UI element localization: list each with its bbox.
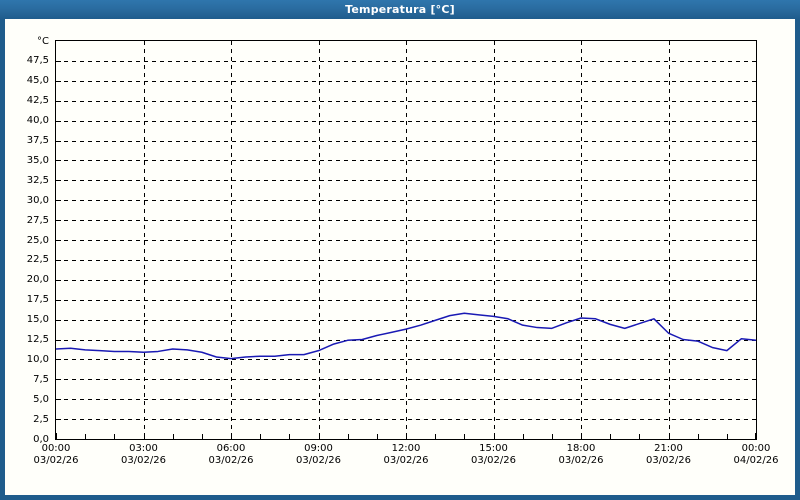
x-axis-tick-label: 00:00 04/02/26 (716, 443, 795, 467)
temperature-line-chart (56, 41, 756, 439)
y-axis-tick-label: 15,0 (26, 314, 49, 326)
y-axis-unit-label: °C (37, 36, 49, 47)
plot-area (55, 40, 757, 440)
y-axis-tick-label: 37,5 (26, 135, 49, 146)
y-axis-tick-label: 32,5 (26, 174, 49, 186)
temperature-series-line (56, 312, 756, 360)
y-axis-tick-label: 20,0 (26, 274, 49, 286)
x-axis-tick-label: 18:00 03/02/26 (541, 443, 621, 467)
y-axis-tick-label: 7,5 (33, 373, 49, 385)
x-tick-time: 18:00 (566, 443, 596, 454)
y-axis-tick-label: 42,5 (26, 95, 49, 107)
x-tick-date: 03/02/26 (646, 455, 691, 466)
x-tick-date: 03/02/26 (558, 455, 604, 466)
y-axis-tick-label: 25,0 (26, 234, 49, 246)
y-axis-tick-label: 35,0 (26, 154, 49, 166)
x-axis-tick-label: 00:00 03/02/26 (16, 443, 96, 467)
y-axis-tick-label: 30,0 (26, 194, 49, 206)
x-tick-time: 21:00 (654, 443, 683, 454)
x-axis-minor-ticks (56, 433, 756, 439)
x-tick-time: 06:00 (216, 443, 246, 454)
x-axis-tick-label: 12:00 03/02/26 (366, 443, 446, 467)
x-tick-date: 04/02/26 (733, 455, 779, 466)
x-tick-date: 03/02/26 (383, 455, 429, 466)
window-title-bar: Temperatura [°C] (0, 0, 800, 19)
y-axis-tick-label: 2,5 (33, 413, 49, 425)
x-tick-time: 09:00 (304, 443, 333, 454)
window-frame: °C 47,5 45,0 42,5 40,0 37,5 35,0 32,5 30,0 27,5 2… (0, 19, 800, 500)
vertical-gridlines (144, 41, 670, 439)
x-tick-time: 00:00 (741, 443, 771, 454)
y-axis-ticks (56, 61, 61, 420)
y-axis-tick-label: 12,5 (26, 334, 49, 345)
y-axis-tick-label: 10,0 (26, 353, 49, 365)
x-tick-date: 03/02/26 (296, 455, 341, 466)
y-axis-tick-label: 17,5 (26, 294, 49, 306)
window-title: Temperatura [°C] (345, 3, 455, 16)
x-tick-date: 03/02/26 (33, 455, 79, 466)
x-tick-date: 03/02/26 (121, 455, 166, 466)
x-axis-tick-label: 21:00 03/02/26 (629, 443, 709, 467)
x-tick-date: 03/02/26 (208, 455, 254, 466)
x-tick-time: 15:00 (479, 443, 508, 454)
y-axis-tick-label: 45,0 (26, 75, 49, 87)
x-axis-tick-label: 03:00 03/02/26 (104, 443, 184, 467)
y-axis-tick-label: 40,0 (26, 115, 49, 127)
y-axis-tick-label: 0,0 (33, 433, 49, 445)
x-axis-tick-label: 15:00 03/02/26 (454, 443, 534, 467)
x-tick-time: 12:00 (391, 443, 421, 454)
x-tick-date: 03/02/26 (471, 455, 516, 466)
y-axis-tick-label: 47,5 (26, 55, 49, 67)
x-tick-time: 00:00 (41, 443, 71, 454)
chart-content: °C 47,5 45,0 42,5 40,0 37,5 35,0 32,5 30,0 27,5 2… (5, 19, 795, 495)
x-axis-tick-label: 06:00 03/02/26 (191, 443, 271, 467)
x-tick-time: 03:00 (129, 443, 158, 454)
y-axis-tick-label: 27,5 (26, 214, 49, 226)
y-axis-tick-label: 22,5 (26, 254, 49, 266)
y-axis-tick-label: 5,0 (33, 393, 49, 405)
x-axis-tick-label: 09:00 03/02/26 (279, 443, 359, 467)
